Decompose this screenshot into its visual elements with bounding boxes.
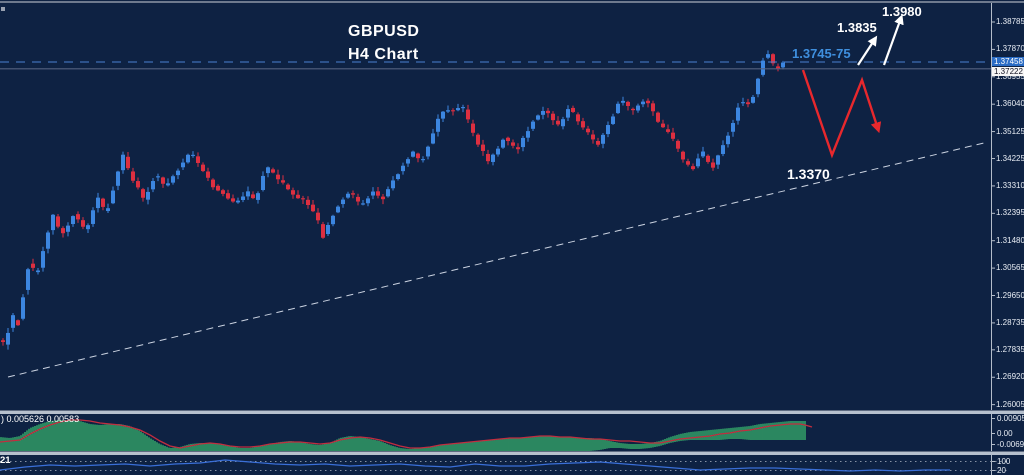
- annotation-lower-target: 1.3835: [837, 20, 877, 35]
- price-tick-label: 1.31480: [996, 235, 1024, 245]
- target-arrow-0: [857, 35, 878, 66]
- bid-price-tag: 1.37458: [992, 57, 1024, 66]
- price-tick-label: 1.34225: [996, 153, 1024, 163]
- price-axis[interactable]: 1.38785 1.37870 1.36955 1.36040 1.35125 1.342…: [992, 0, 1024, 475]
- chart-title-symbol: GBPUSD: [348, 23, 420, 40]
- window-corner-glyph: [1, 7, 5, 11]
- price-tick-label: 1.36040: [996, 99, 1024, 109]
- lower-axis-label-low: 20: [997, 466, 1006, 475]
- price-tick-label: 1.28735: [996, 317, 1024, 327]
- macd-histogram: [0, 420, 806, 451]
- price-tick-label: 1.26920: [996, 372, 1024, 382]
- price-tick-label: 1.33310: [996, 180, 1024, 190]
- window-top-border: [0, 1, 1024, 3]
- macd-indicator-label: ) 0.005626 0.00583: [1, 414, 80, 424]
- price-tick-label: 1.37870: [996, 44, 1024, 54]
- annotation-support-level: 1.3370: [787, 166, 830, 182]
- price-tick-label: 1.29650: [996, 290, 1024, 300]
- macd-axis-label-high: 0.00905: [997, 414, 1024, 423]
- macd-axis-label-zero: 0.00: [997, 429, 1013, 438]
- annotation-upper-target: 1.3980: [882, 4, 922, 19]
- annotation-resistance-zone: 1.3745-75: [792, 46, 851, 61]
- target-arrow-1: [882, 14, 904, 66]
- price-tick-label: 1.38785: [996, 17, 1024, 26]
- macd-axis-label-low: -0.00695: [997, 440, 1024, 449]
- lower-indicator-line: [0, 459, 950, 472]
- projection-zigzag-arrow: [801, 69, 882, 159]
- last-price-tag: 1.37222: [992, 66, 1024, 76]
- chart-title-timeframe: H4 Chart: [348, 46, 419, 63]
- price-tick-label: 1.26005: [996, 399, 1024, 409]
- price-tick-label: 1.36955: [996, 71, 1024, 81]
- price-tick-label: 1.30565: [996, 263, 1024, 273]
- price-tick-label: 1.32395: [996, 208, 1024, 218]
- panel-splitter-macd[interactable]: [0, 410, 1024, 414]
- macd-signal-line: [0, 419, 813, 449]
- price-tick-label: 1.27835: [996, 344, 1024, 354]
- lower-indicator-label: 21: [0, 455, 11, 466]
- candlesticks: [1, 50, 785, 350]
- lower-axis-label-high: 100: [997, 457, 1011, 466]
- panel-splitter-lower[interactable]: [0, 451, 1024, 455]
- trendline: [7, 141, 989, 378]
- price-tick-label: 1.35125: [996, 126, 1024, 136]
